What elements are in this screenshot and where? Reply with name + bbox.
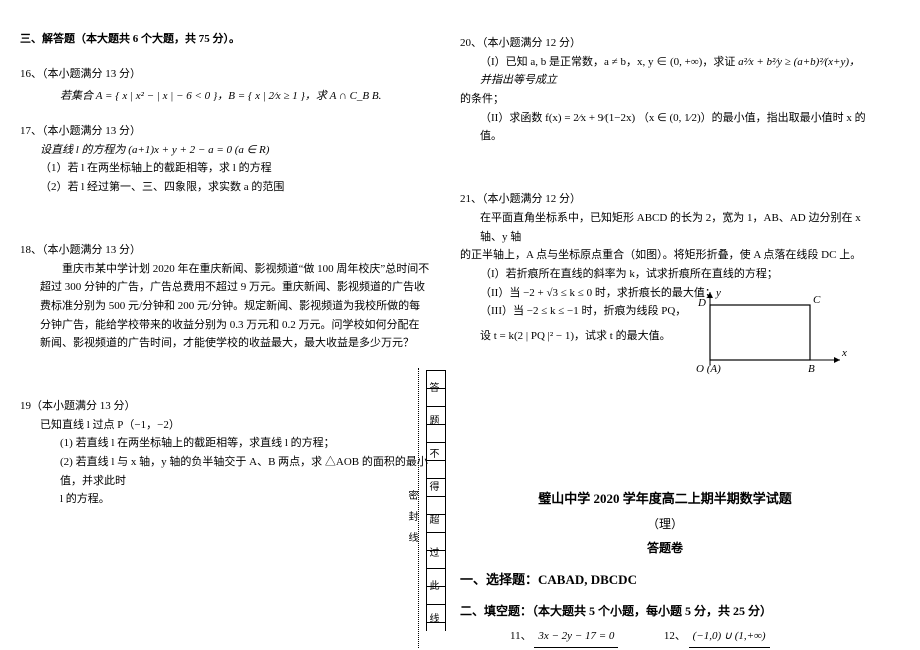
- q20-p2: （II）求函数 f(x) = 2⁄x + 9⁄(1−2x) （x ∈ (0, 1…: [460, 109, 870, 146]
- paper-subtitle: （理）: [460, 514, 870, 534]
- choice-heading: 一、选择题：CABAD, DBCDC: [460, 569, 870, 591]
- question-17: 17、（本小题满分 13 分） 设直线 l 的方程为 (a+1)x + y + …: [20, 122, 430, 197]
- fig-label-B: B: [808, 363, 815, 375]
- fig-label-y: y: [715, 287, 721, 299]
- fig-label-D: D: [697, 297, 706, 309]
- q21-head: 21、（本小题满分 12 分）: [460, 190, 870, 209]
- question-18: 18、（本小题满分 13 分） 重庆市某中学计划 2020 年在重庆新闻、影视频…: [20, 241, 430, 353]
- q17-head: 17、（本小题满分 13 分）: [20, 122, 430, 141]
- question-16: 16、（本小题满分 13 分） 若集合 A = { x | x² − | x |…: [20, 65, 430, 106]
- q21-p1: 在平面直角坐标系中，已知矩形 ABCD 的长为 2，宽为 1，AB、AD 边分别…: [460, 209, 870, 246]
- answer-sheet-title: 答题卷: [460, 538, 870, 558]
- fill-12-answer: (−1,0) ∪ (1,+∞): [689, 627, 770, 648]
- q16-head: 16、（本小题满分 13 分）: [20, 65, 430, 84]
- left-column: 三、解答题（本大题共 6 个大题，共 75 分）。 16、（本小题满分 13 分…: [0, 0, 440, 650]
- q21-p2: 的正半轴上，A 点与坐标原点重合（如图）。将矩形折叠，使 A 点落在线段 DC …: [460, 249, 861, 261]
- fig-label-C: C: [813, 294, 821, 306]
- fill-row: 11、 3x − 2y − 17 = 0 12、 (−1,0) ∪ (1,+∞): [460, 627, 870, 648]
- q16-body: 若集合 A = { x | x² − | x | − 6 < 0 }，B = {…: [20, 87, 430, 106]
- q21-p3: （I）若折痕所在直线的斜率为 k，试求折痕所在直线的方程；: [460, 265, 870, 284]
- q20-head: 20、（本小题满分 12 分）: [460, 34, 870, 53]
- fill-11-label: 11、: [510, 630, 532, 642]
- fill-heading: 二、填空题：（本大题共 5 个小题，每小题 5 分，共 25 分）: [460, 601, 870, 621]
- q18-body: 重庆市某中学计划 2020 年在重庆新闻、影视频道“做 100 周年校庆”总时间…: [20, 260, 430, 353]
- section-3-heading: 三、解答题（本大题共 6 个大题，共 75 分）。: [20, 30, 430, 49]
- right-column: 20、（本小题满分 12 分） （I）已知 a, b 是正常数，a ≠ b，x,…: [440, 0, 880, 650]
- question-19: 19（本小题满分 13 分） 已知直线 l 过点 P（−1，−2） (1) 若直…: [20, 397, 430, 509]
- choice-head-label: 一、选择题：: [460, 572, 538, 587]
- q17-line1: 设直线 l 的方程为 (a+1)x + y + 2 − a = 0 (a ∈ R…: [20, 141, 430, 160]
- fill-12-label: 12、: [664, 630, 686, 642]
- q21-figure: O (A) B C D x y: [690, 290, 850, 390]
- q21-figure-svg: O (A) B C D x y: [690, 290, 850, 390]
- q18-head: 18、（本小题满分 13 分）: [20, 241, 430, 260]
- q19-line2: (1) 若直线 l 在两坐标轴上的截距相等，求直线 l 的方程；: [20, 434, 430, 453]
- q17-line3: （2）若 l 经过第一、三、四象限，求实数 a 的范围: [20, 178, 430, 197]
- q19-line3: (2) 若直线 l 与 x 轴，y 轴的负半轴交于 A、B 两点，求 △AOB …: [20, 453, 430, 490]
- q19-line4: l 的方程。: [20, 490, 430, 509]
- q20-p1a-text: （I）已知 a, b 是正常数，a ≠ b，x, y ∈ (0, +∞)，求证: [480, 56, 735, 68]
- choice-answers: CABAD, DBCDC: [538, 572, 637, 587]
- q19-head: 19（本小题满分 13 分）: [20, 397, 430, 416]
- fig-label-x: x: [841, 347, 847, 359]
- q20-p1c: 的条件；: [460, 93, 504, 105]
- q20-p1a: （I）已知 a, b 是正常数，a ≠ b，x, y ∈ (0, +∞)，求证 …: [460, 53, 870, 90]
- fig-label-OA: O (A): [696, 363, 721, 375]
- section-3-title: 三、解答题（本大题共 6 个大题，共 75 分）。: [20, 33, 240, 45]
- seal-line-text: 密 封 线: [410, 490, 420, 542]
- question-20: 20、（本小题满分 12 分） （I）已知 a, b 是正常数，a ≠ b，x,…: [460, 34, 870, 146]
- q17-line2: （1）若 l 在两坐标轴上的截距相等，求 l 的方程: [20, 159, 430, 178]
- q19-line1: 已知直线 l 过点 P（−1，−2）: [20, 416, 430, 435]
- fill-11-answer: 3x − 2y − 17 = 0: [534, 627, 618, 648]
- paper-title: 璧山中学 2020 学年度高二上期半期数学试题: [460, 488, 870, 510]
